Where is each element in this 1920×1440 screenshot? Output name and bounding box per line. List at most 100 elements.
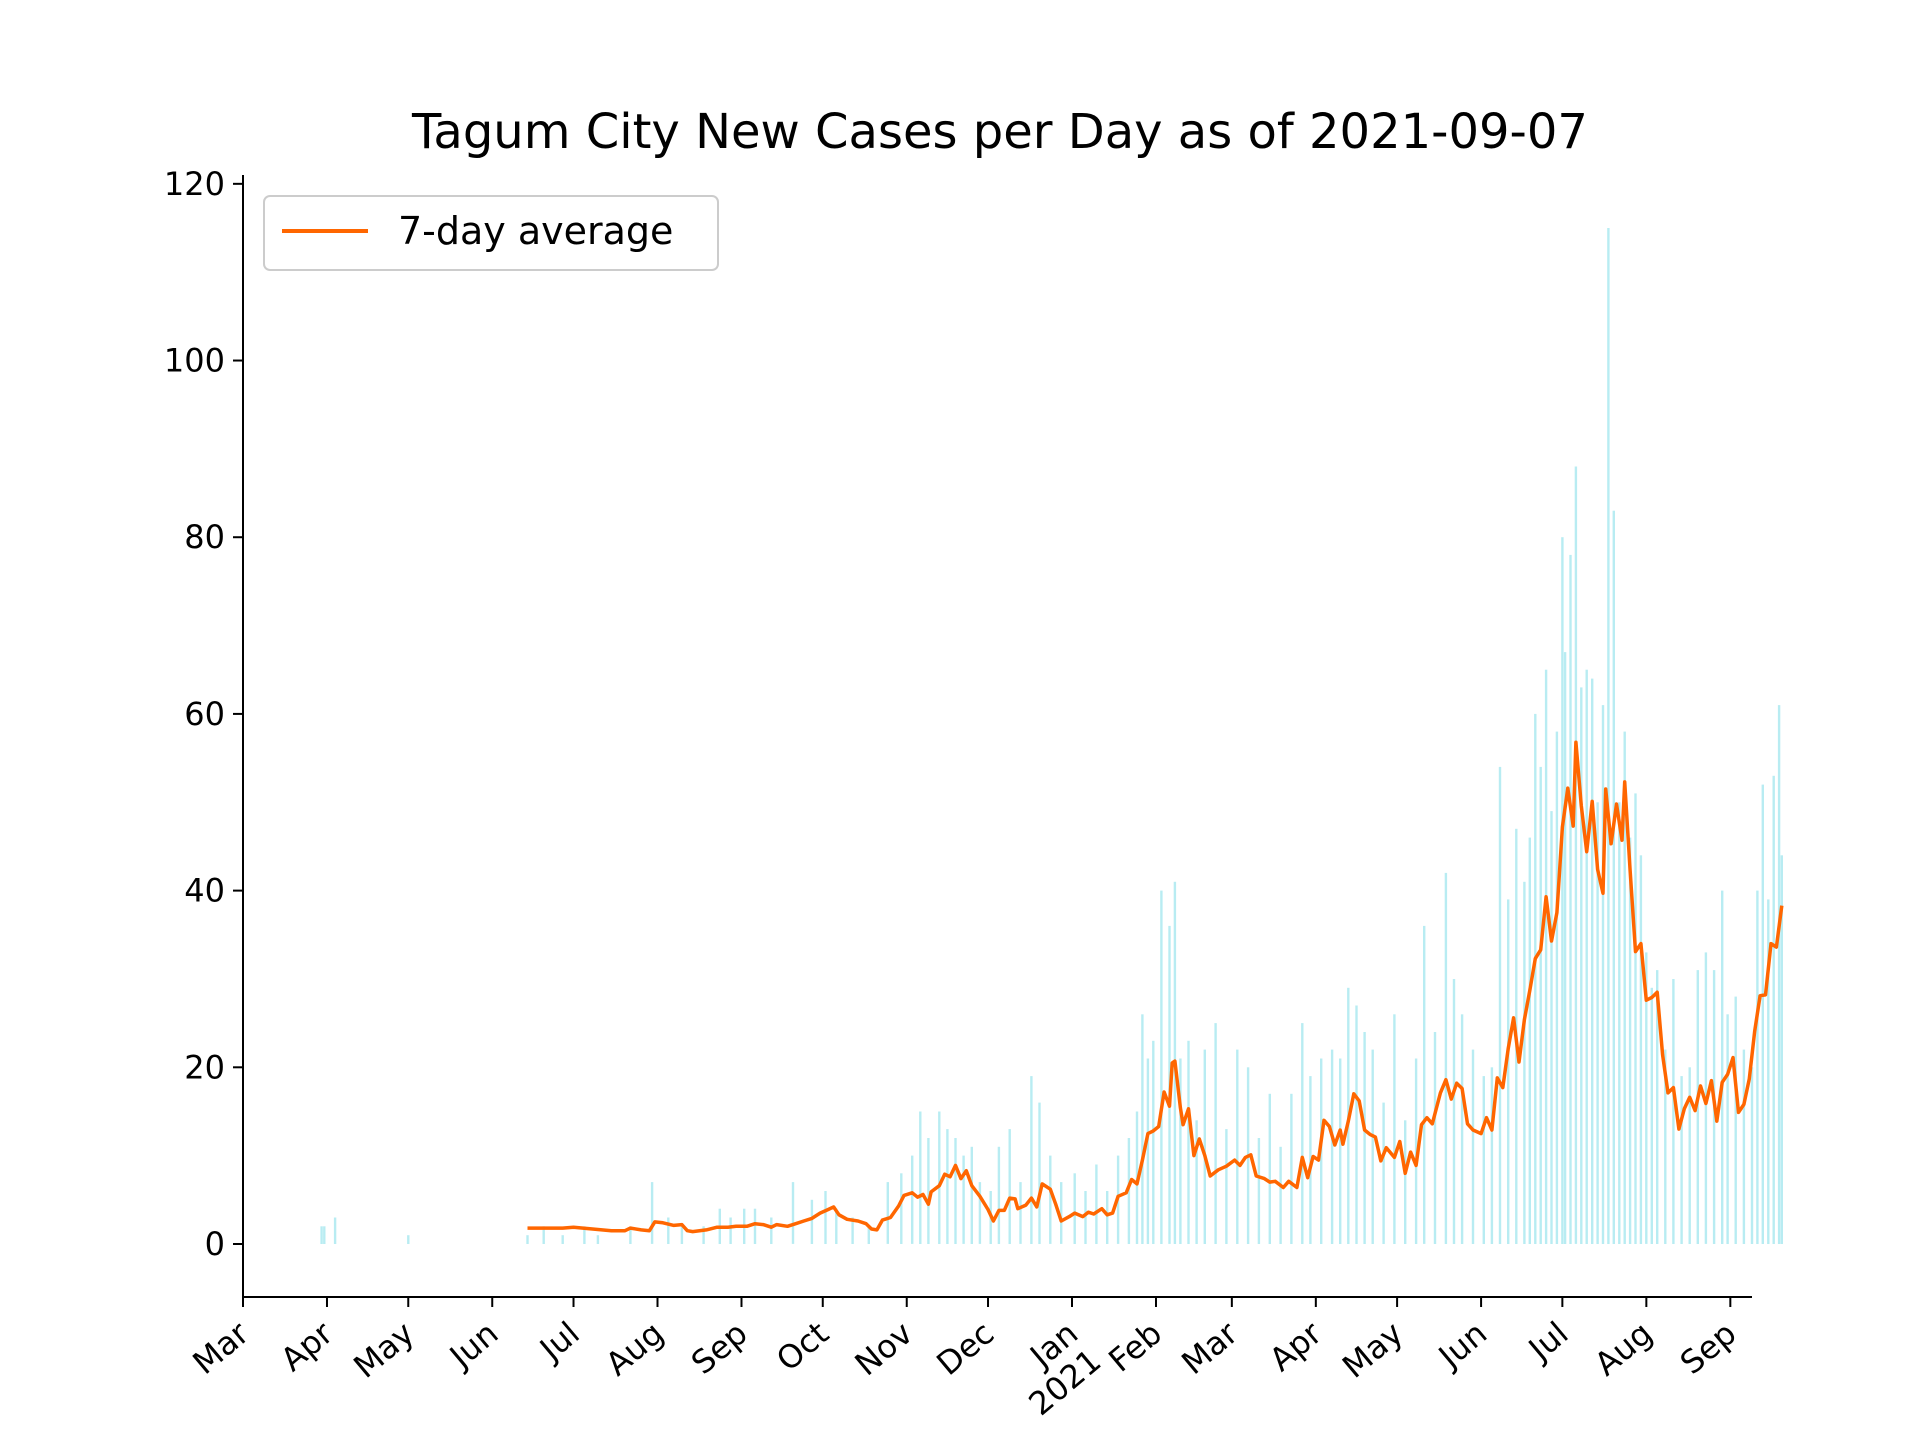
daily-case-bar <box>911 1155 914 1244</box>
daily-case-bar <box>1767 899 1770 1244</box>
daily-case-bar <box>954 1138 957 1244</box>
daily-case-bar <box>1607 228 1610 1244</box>
daily-case-bar <box>970 1146 973 1244</box>
daily-case-bar <box>791 1182 795 1244</box>
daily-case-bar <box>770 1217 773 1244</box>
daily-case-bar <box>1268 1093 1271 1244</box>
daily-case-bar <box>1498 766 1502 1244</box>
daily-case-bar <box>1225 1129 1228 1244</box>
daily-case-bar <box>407 1235 410 1244</box>
daily-case-bar <box>1290 1093 1293 1244</box>
y-tick-label: 100 <box>164 342 225 380</box>
daily-case-bar <box>1645 952 1648 1244</box>
daily-case-bar <box>1187 1040 1190 1244</box>
daily-case-bar <box>1742 1049 1746 1244</box>
daily-case-bar <box>1141 1014 1144 1244</box>
daily-case-bar <box>927 1138 930 1244</box>
daily-case-bar <box>1382 1102 1385 1244</box>
daily-case-bar <box>1523 881 1526 1244</box>
daily-case-bar <box>1106 1191 1109 1244</box>
daily-case-bar <box>810 1199 814 1244</box>
daily-case-bar <box>1038 1102 1041 1244</box>
daily-case-bar <box>1433 1032 1437 1244</box>
y-tick-label: 60 <box>184 695 225 733</box>
daily-case-bar <box>1152 1040 1155 1244</box>
daily-case-bar <box>583 1226 586 1244</box>
y-tick-label: 40 <box>184 872 225 910</box>
y-axis: 0 20 40 60 80 100 120 <box>164 165 244 1297</box>
daily-case-bar <box>1569 554 1572 1244</box>
daily-case-bar <box>1656 970 1659 1244</box>
y-tick-label: 80 <box>184 518 225 556</box>
daily-case-bar <box>1612 510 1615 1244</box>
daily-case-bar <box>1301 1023 1304 1244</box>
daily-case-bar <box>1528 837 1531 1244</box>
daily-case-bar <box>1179 1058 1182 1244</box>
daily-case-bar <box>1019 1182 1022 1244</box>
daily-case-bar <box>867 1226 870 1244</box>
daily-case-bar <box>1772 775 1775 1244</box>
daily-case-bar <box>1726 1014 1729 1244</box>
daily-case-bar <box>526 1235 529 1244</box>
daily-case-bar <box>1756 890 1759 1244</box>
daily-case-bar <box>1623 731 1626 1244</box>
daily-case-bar <box>1203 1049 1206 1244</box>
daily-case-bar <box>1444 872 1448 1244</box>
daily-case-bar <box>835 1208 838 1244</box>
daily-case-bar <box>938 1111 941 1244</box>
daily-case-bar <box>1371 1049 1374 1244</box>
daily-case-bar <box>1060 1182 1063 1244</box>
daily-case-bar <box>1734 996 1737 1244</box>
daily-case-bar <box>1471 1049 1475 1244</box>
daily-case-bar <box>1563 652 1567 1244</box>
daily-case-bar <box>1482 1076 1485 1244</box>
daily-case-bar <box>1279 1146 1282 1244</box>
daily-case-bar <box>1672 979 1675 1244</box>
daily-case-bar <box>629 1226 632 1244</box>
daily-case-bar <box>650 1182 654 1244</box>
daily-case-bar <box>1761 784 1764 1244</box>
daily-case-bar <box>1780 855 1783 1244</box>
daily-case-bar <box>1393 1014 1396 1244</box>
daily-case-bar <box>1650 987 1653 1244</box>
daily-case-bar <box>1591 678 1594 1244</box>
daily-case-bar <box>320 1226 323 1244</box>
daily-case-bar <box>1195 1120 1198 1244</box>
daily-case-bar <box>1404 1120 1407 1244</box>
daily-case-bar <box>1363 1032 1366 1244</box>
daily-case-bar <box>1534 713 1537 1244</box>
daily-case-bar <box>1596 802 1599 1244</box>
daily-case-bar <box>333 1217 337 1244</box>
daily-case-bar <box>1550 811 1553 1244</box>
daily-case-bar <box>729 1217 732 1244</box>
daily-case-bar <box>1680 1076 1683 1244</box>
daily-case-bar <box>596 1235 600 1244</box>
daily-case-bar <box>1008 1129 1011 1244</box>
legend-box <box>263 195 719 271</box>
daily-case-bar <box>1777 705 1781 1244</box>
daily-case-bar <box>886 1182 889 1244</box>
daily-case-bar <box>1030 1076 1033 1244</box>
daily-case-bar <box>1452 979 1456 1244</box>
daily-case-bar <box>900 1173 903 1244</box>
daily-case-bar <box>1580 687 1583 1244</box>
daily-case-bar <box>561 1235 564 1244</box>
daily-case-bar <box>1544 669 1548 1244</box>
daily-case-bar <box>851 1217 854 1244</box>
daily-case-bar <box>1696 970 1699 1244</box>
daily-case-bar <box>919 1111 922 1244</box>
daily-case-bar <box>1664 1049 1667 1244</box>
legend-label: 7-day average <box>398 209 673 253</box>
chart-title: Tagum City New Cases per Day as of 2021-… <box>411 104 1588 160</box>
daily-case-bar <box>962 1155 965 1244</box>
daily-case-bar <box>1073 1173 1076 1244</box>
y-tick-label: 120 <box>164 165 225 203</box>
daily-case-bar <box>1423 925 1426 1244</box>
daily-case-bar <box>1236 1049 1239 1244</box>
daily-case-bar <box>824 1191 827 1244</box>
daily-case-bar <box>1721 890 1724 1244</box>
seven-day-average-line-layer <box>527 740 1784 1234</box>
daily-case-bar <box>978 1182 982 1244</box>
daily-case-bar <box>1585 669 1588 1244</box>
